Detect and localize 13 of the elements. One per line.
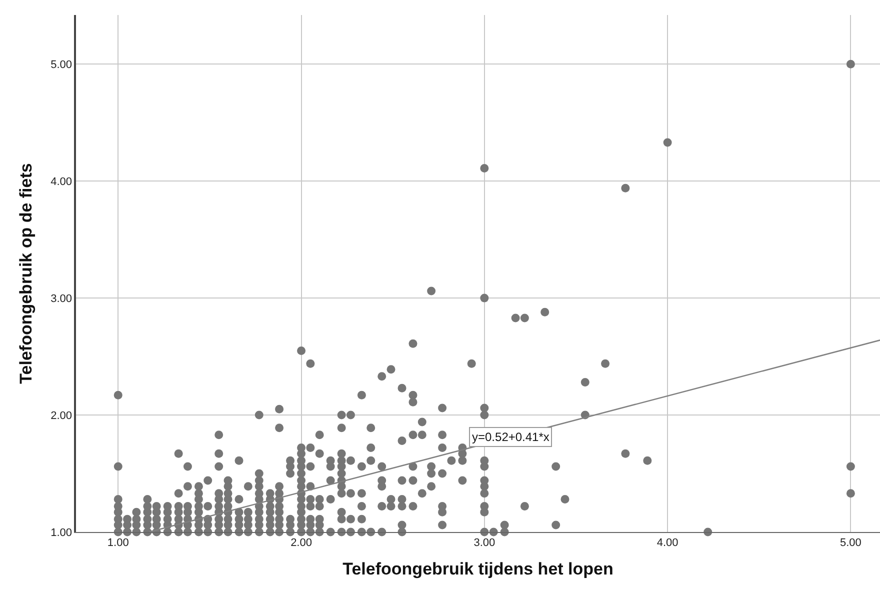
y-tick-label: 4.00	[50, 176, 72, 188]
x-tick-label: 3.00	[474, 537, 496, 550]
y-tick-label: 5.00	[50, 58, 72, 71]
y-axis-title: Telefoongebruik op de fiets	[16, 163, 36, 384]
x-tick-label: 2.00	[290, 537, 312, 550]
y-tick-label: 2.00	[50, 410, 72, 422]
annotation: y=0.52+0.41*x	[472, 430, 550, 444]
x-tick-label: 4.00	[656, 537, 678, 550]
y-tick-label: 1.00	[50, 526, 72, 539]
y-tick-label: 3.00	[50, 292, 72, 305]
x-tick-label: 5.00	[840, 537, 862, 550]
x-tick-label: 1.00	[107, 537, 129, 550]
x-axis-title: Telefoongebruik tijdens het lopen	[342, 560, 614, 579]
